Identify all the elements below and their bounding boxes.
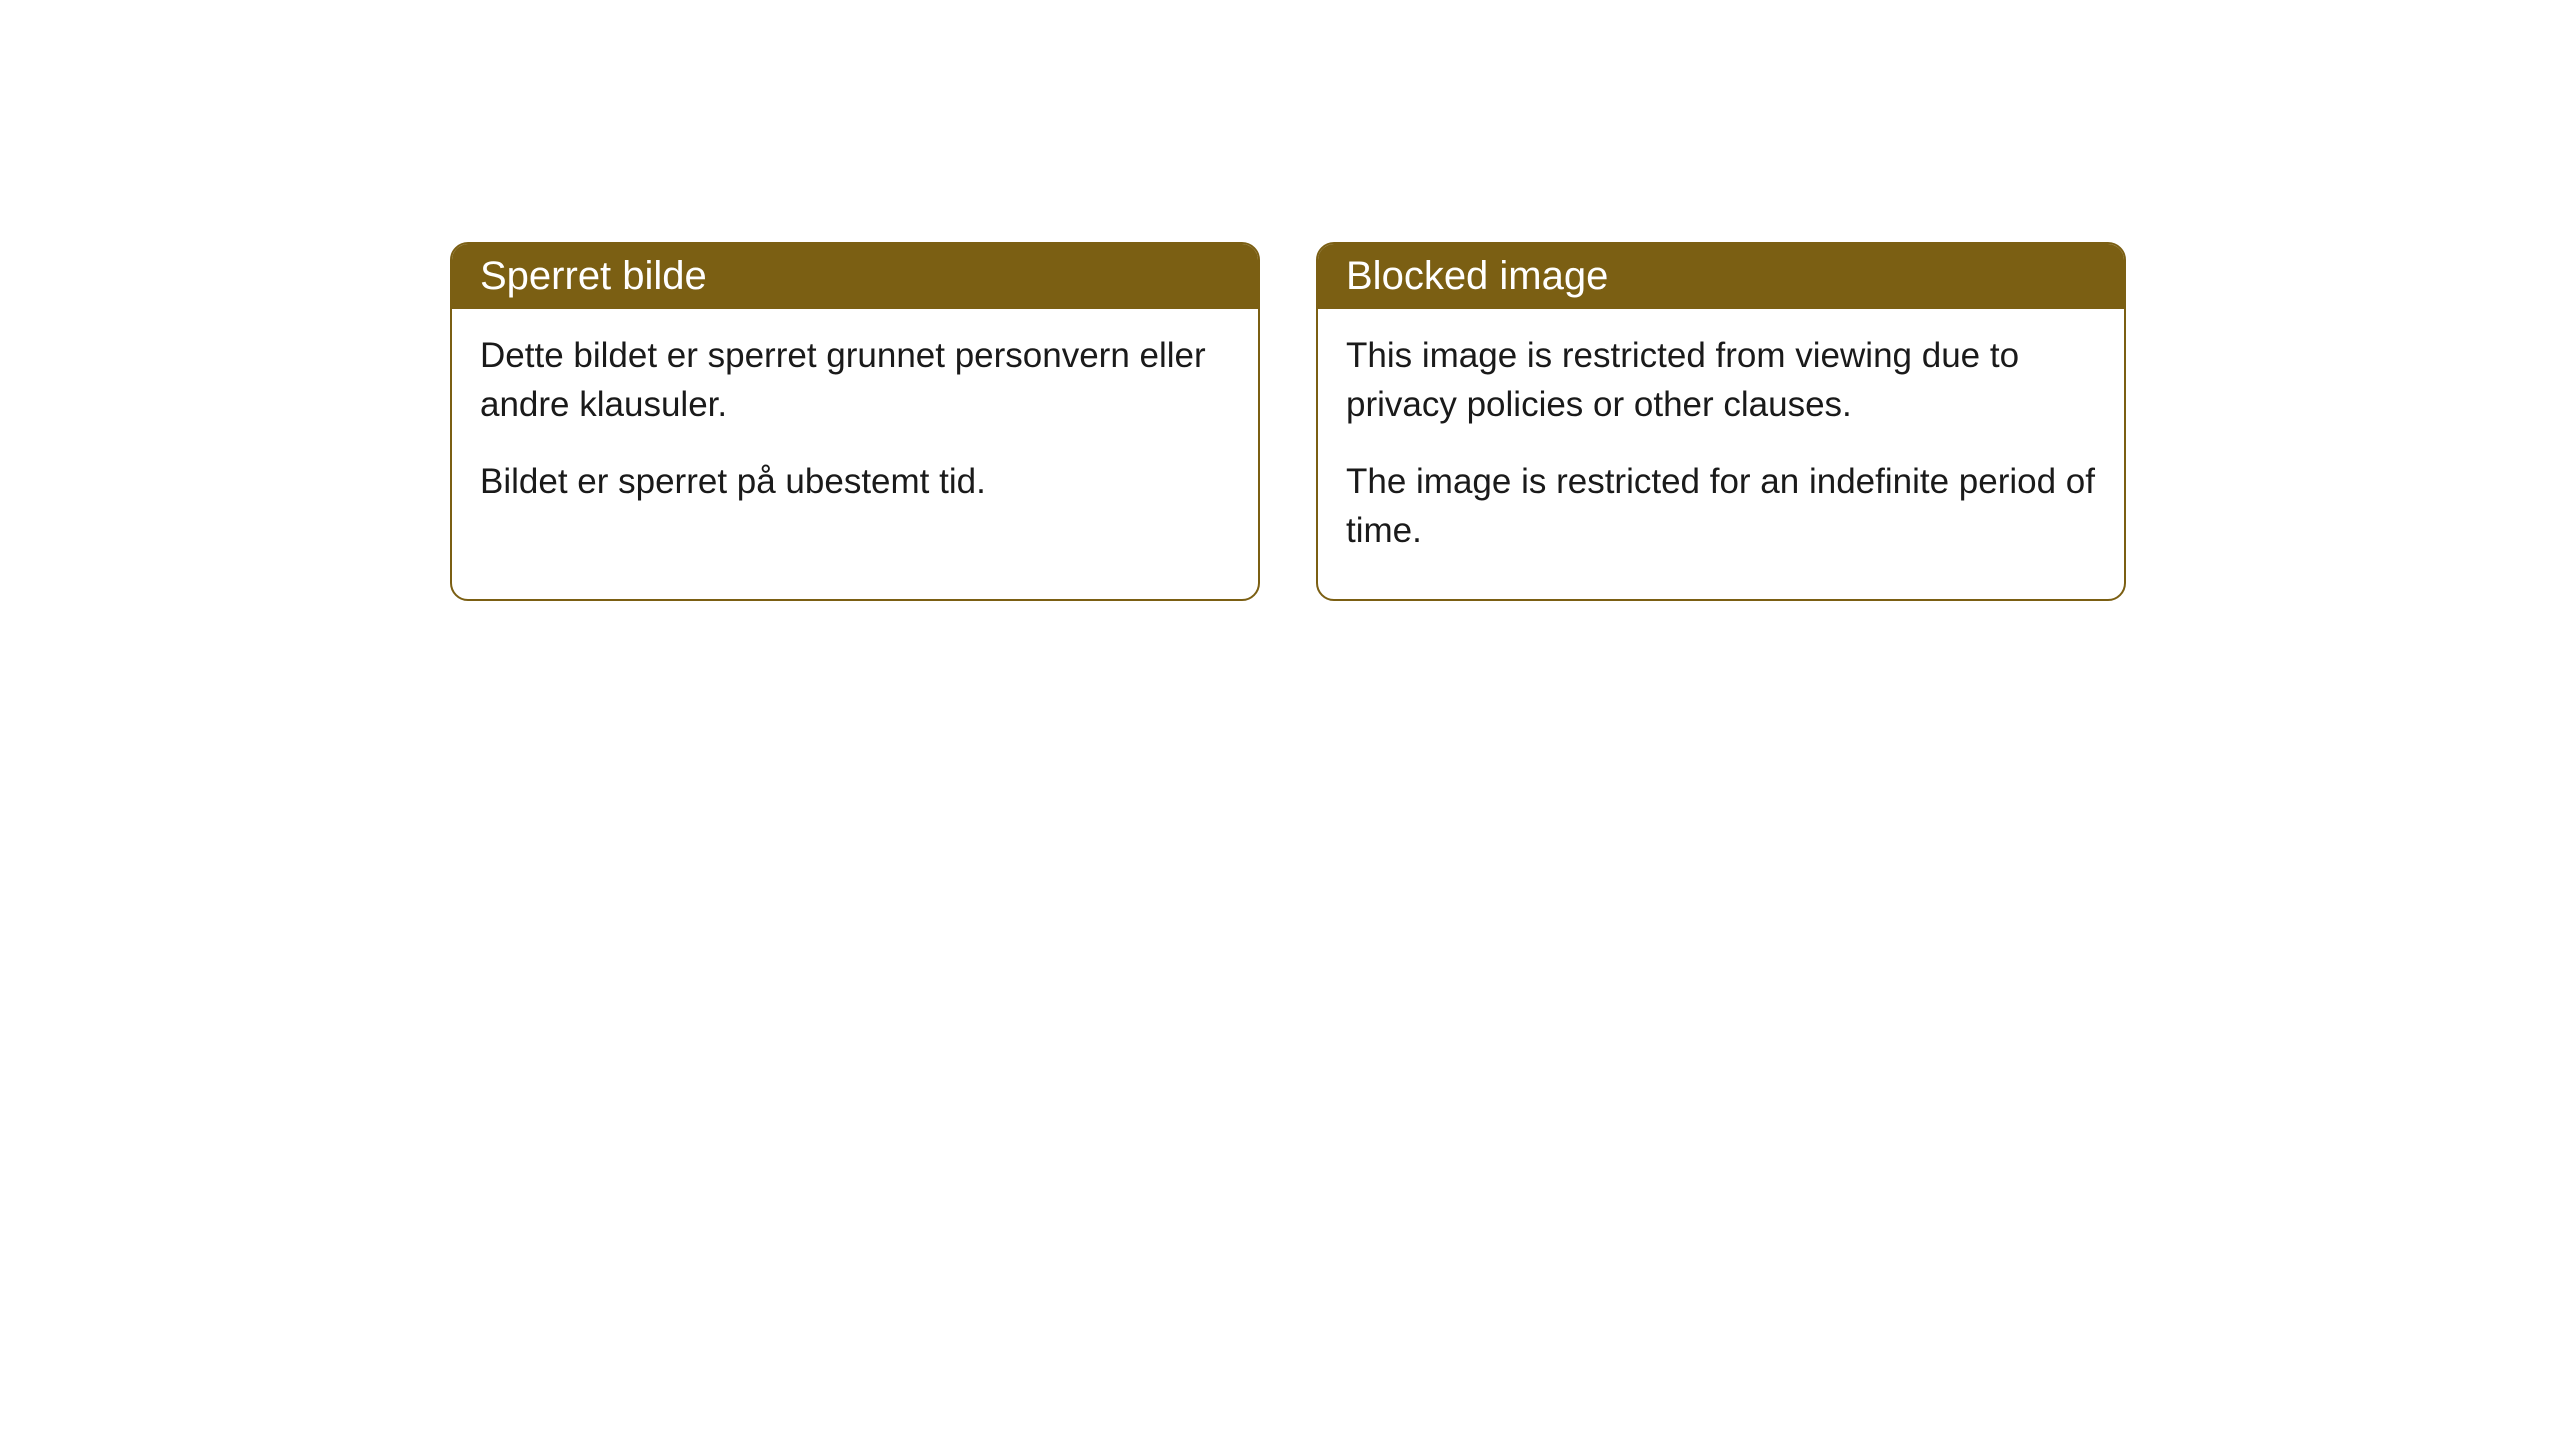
notice-card-english: Blocked image This image is restricted f… — [1316, 242, 2126, 601]
card-paragraph: Dette bildet er sperret grunnet personve… — [480, 331, 1230, 429]
card-body: Dette bildet er sperret grunnet personve… — [452, 309, 1258, 550]
card-paragraph: The image is restricted for an indefinit… — [1346, 457, 2096, 555]
card-paragraph: This image is restricted from viewing du… — [1346, 331, 2096, 429]
card-header: Sperret bilde — [452, 244, 1258, 309]
card-header: Blocked image — [1318, 244, 2124, 309]
card-title: Blocked image — [1346, 254, 1608, 298]
card-title: Sperret bilde — [480, 254, 707, 298]
card-paragraph: Bildet er sperret på ubestemt tid. — [480, 457, 1230, 506]
notice-cards-container: Sperret bilde Dette bildet er sperret gr… — [450, 242, 2126, 601]
card-body: This image is restricted from viewing du… — [1318, 309, 2124, 599]
notice-card-norwegian: Sperret bilde Dette bildet er sperret gr… — [450, 242, 1260, 601]
